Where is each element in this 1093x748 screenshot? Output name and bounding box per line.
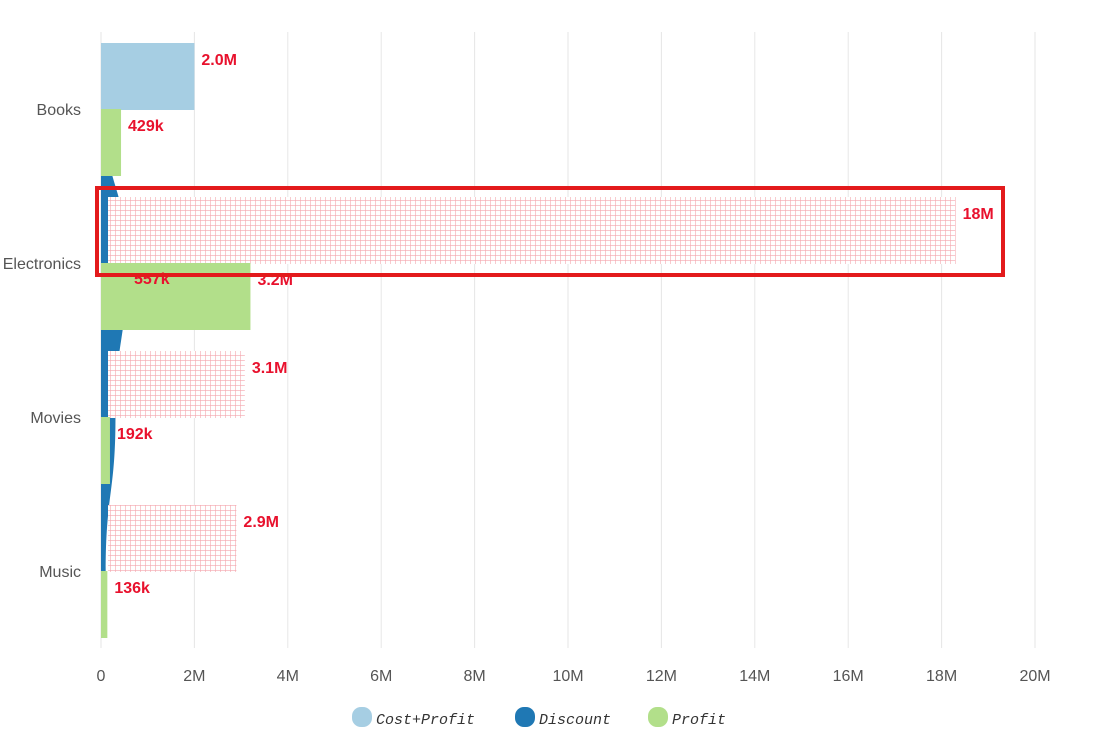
x-tick-label: 10M	[552, 668, 583, 685]
data-label-cost-profit-music: 2.9M	[243, 514, 279, 531]
category-label-books: Books	[37, 102, 81, 119]
legend-item-discount[interactable]: Discount	[515, 707, 611, 729]
bar-cost-profit-movies	[108, 351, 245, 418]
legend-label-profit: Profit	[672, 712, 726, 729]
x-tick-label: 4M	[277, 668, 299, 685]
data-label-profit-books: 429k	[128, 118, 164, 135]
legend-label-cost-profit: Cost+Profit	[376, 712, 475, 729]
x-tick-label: 8M	[463, 668, 485, 685]
data-label-cost-profit-electronics: 18M	[963, 206, 994, 223]
bar-profit-music	[101, 571, 108, 638]
x-tick-label: 0	[97, 668, 106, 685]
x-tick-label: 12M	[646, 668, 677, 685]
x-tick-label: 14M	[739, 668, 770, 685]
x-tick-label: 2M	[183, 668, 205, 685]
bars	[101, 43, 956, 638]
x-tick-label: 6M	[370, 668, 392, 685]
legend-swatch-profit	[648, 707, 668, 727]
legend-swatch-cost-profit	[352, 707, 372, 727]
x-tick-label: 16M	[833, 668, 864, 685]
data-label-cost-profit-movies: 3.1M	[252, 360, 288, 377]
legend[interactable]: Cost+Profit Discount Profit	[352, 707, 726, 729]
data-label-profit-music: 136k	[114, 580, 150, 597]
x-tick-label: 20M	[1019, 668, 1050, 685]
highlight-rectangle	[95, 186, 1005, 277]
bar-cost-profit-music	[108, 505, 237, 572]
x-tick-label: 18M	[926, 668, 957, 685]
axes: 0 2M 4M 6M 8M 10M 12M 14M 16M 18M 20M Books Electron…	[3, 102, 1051, 685]
bar-profit-movies	[101, 417, 110, 484]
category-label-movies: Movies	[30, 410, 81, 427]
bar-cost-profit-electronics	[108, 197, 956, 264]
category-label-music: Music	[39, 564, 81, 581]
data-label-profit-movies: 192k	[117, 426, 153, 443]
legend-item-profit[interactable]: Profit	[648, 707, 726, 729]
bar-cost-profit-books	[101, 43, 195, 110]
bar-profit-books	[101, 109, 122, 176]
legend-label-discount: Discount	[539, 712, 611, 729]
legend-item-cost-profit[interactable]: Cost+Profit	[352, 707, 475, 729]
category-label-electronics: Electronics	[3, 256, 81, 273]
gridlines	[100, 32, 1036, 648]
highlight-box	[95, 186, 1005, 277]
legend-swatch-discount	[515, 707, 535, 727]
data-label-cost-profit-books: 2.0M	[201, 52, 237, 69]
